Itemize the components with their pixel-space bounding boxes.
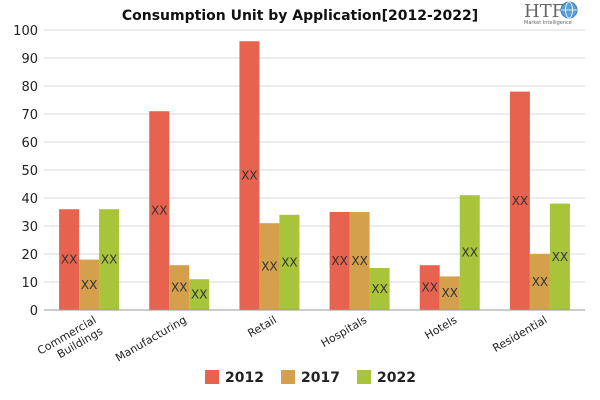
- y-tick-label: 0: [30, 304, 38, 319]
- legend-swatch-2017: [281, 370, 295, 384]
- gridlines: [44, 29, 585, 311]
- data-label: XX: [331, 254, 347, 268]
- data-labels: XX XX XX XX XX XX XX XX XX XX XX XX XX XX XX XX XX XX: [61, 169, 568, 302]
- bar-2012: [329, 212, 350, 310]
- data-label: XX: [351, 254, 367, 268]
- y-tick-label: 10: [21, 276, 38, 291]
- category-label: Residential: [490, 313, 549, 355]
- legend-label-2017: 2017: [301, 370, 340, 386]
- data-label: XX: [171, 281, 187, 295]
- bar-2022: [459, 195, 480, 310]
- bar-2012: [59, 209, 80, 310]
- bar-2012: [509, 91, 530, 310]
- y-tick-label: 90: [21, 52, 38, 67]
- data-label: XX: [462, 246, 478, 260]
- bar-2017: [349, 212, 370, 310]
- bar-2022: [549, 203, 570, 310]
- y-tick-label: 20: [21, 248, 38, 263]
- y-tick-label: 30: [21, 220, 38, 235]
- bar-2012: [149, 111, 170, 310]
- category-labels: CommercialBuildings Manufacturing Retail Ho…: [35, 313, 549, 369]
- bar-2022: [369, 268, 390, 310]
- data-label: XX: [281, 255, 297, 269]
- bar-2022: [99, 209, 120, 310]
- y-axis-ticks: 0 10 20 30 40 50 60 70 80 90 100: [13, 24, 38, 319]
- legend-label-2012: 2012: [225, 370, 264, 386]
- bar-2022: [279, 214, 300, 310]
- bar-2017: [259, 223, 280, 310]
- data-label: XX: [422, 281, 438, 295]
- bar-2017: [529, 254, 550, 310]
- legend: 2012 2017 2022: [205, 370, 416, 386]
- data-label: XX: [151, 204, 167, 218]
- data-label: XX: [81, 278, 97, 292]
- data-label: XX: [261, 260, 277, 274]
- bar-2017: [439, 276, 460, 310]
- y-tick-label: 60: [21, 136, 38, 151]
- htf-logo: HTF Market Intelligence: [524, 1, 578, 26]
- data-label: XX: [101, 253, 117, 267]
- y-tick-label: 50: [21, 164, 38, 179]
- data-label: XX: [241, 169, 257, 183]
- category-label: Retail: [245, 313, 278, 340]
- bar-2017: [79, 259, 100, 310]
- category-label: Hospitals: [319, 313, 370, 350]
- legend-label-2022: 2022: [377, 370, 416, 386]
- data-label: XX: [552, 250, 568, 264]
- data-label: XX: [191, 288, 207, 302]
- data-label: XX: [512, 194, 528, 208]
- bar-2017: [169, 265, 190, 310]
- bar-2022: [189, 279, 210, 310]
- y-tick-label: 70: [21, 108, 38, 123]
- y-tick-label: 100: [13, 24, 38, 39]
- legend-swatch-2012: [205, 370, 219, 384]
- chart-title: Consumption Unit by Application[2012-202…: [122, 8, 478, 24]
- y-tick-label: 40: [21, 192, 38, 207]
- category-label: Manufacturing: [113, 313, 188, 364]
- logo-subtitle: Market Intelligence: [524, 20, 572, 26]
- category-label: Hotels: [423, 313, 460, 342]
- logo-mark: HTF: [524, 1, 564, 22]
- data-label: XX: [61, 253, 77, 267]
- bar-2012: [419, 265, 440, 310]
- globe-icon: [560, 1, 578, 19]
- data-label: XX: [442, 286, 458, 300]
- bar-2012: [239, 41, 260, 310]
- bars: [59, 41, 570, 310]
- legend-swatch-2022: [357, 370, 371, 384]
- data-label: XX: [371, 282, 387, 296]
- data-label: XX: [532, 275, 548, 289]
- y-tick-label: 80: [21, 80, 38, 95]
- category-label: CommercialBuildings: [35, 313, 105, 369]
